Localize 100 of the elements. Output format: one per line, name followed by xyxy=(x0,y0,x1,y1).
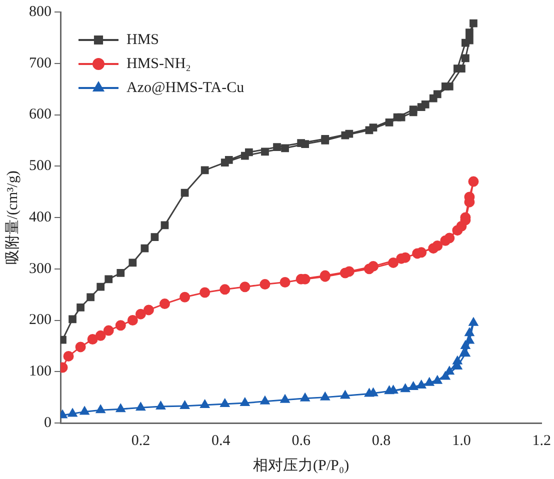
point xyxy=(433,90,442,98)
point xyxy=(150,233,159,241)
point xyxy=(368,261,378,272)
point xyxy=(245,148,253,156)
point xyxy=(280,276,290,288)
y-tick-label: 700 xyxy=(29,55,52,72)
point xyxy=(466,36,474,44)
y-tick-label: 500 xyxy=(29,158,52,174)
point xyxy=(127,315,138,326)
point xyxy=(68,408,78,417)
point xyxy=(458,64,466,72)
point xyxy=(180,400,190,410)
point xyxy=(432,240,443,252)
point xyxy=(224,156,233,164)
x-tick-label: 0.4 xyxy=(212,432,231,449)
point xyxy=(460,348,470,357)
point xyxy=(260,396,270,404)
y-tick-label: 600 xyxy=(29,106,52,123)
point xyxy=(468,176,479,187)
point xyxy=(462,54,470,62)
point xyxy=(297,139,305,147)
point xyxy=(140,244,149,252)
point xyxy=(96,404,106,414)
point xyxy=(104,275,113,284)
point xyxy=(95,330,106,341)
point xyxy=(103,325,114,336)
x-tick-label: 0.2 xyxy=(131,432,150,449)
point xyxy=(220,398,230,407)
point xyxy=(240,398,250,406)
point xyxy=(400,384,410,392)
point xyxy=(80,406,90,415)
point xyxy=(220,284,230,295)
x-axis-title: 相对压力(P/P₀) xyxy=(253,456,350,474)
point xyxy=(96,282,105,291)
point xyxy=(393,113,402,122)
point xyxy=(464,336,474,344)
point xyxy=(87,334,98,345)
point xyxy=(344,266,354,277)
point xyxy=(385,118,394,126)
point xyxy=(424,378,434,386)
point xyxy=(421,100,430,108)
point xyxy=(260,279,270,290)
point xyxy=(432,376,442,384)
point xyxy=(128,258,137,267)
point xyxy=(200,400,210,408)
point xyxy=(388,257,399,268)
x-tick-label: 0.6 xyxy=(292,432,311,449)
y-tick-label: 800 xyxy=(29,4,52,20)
point xyxy=(369,124,378,132)
x-tick-label: 0.8 xyxy=(372,432,391,449)
y-tick-label: 200 xyxy=(29,312,52,328)
point xyxy=(136,402,146,411)
y-tick-label: 400 xyxy=(29,209,52,226)
point xyxy=(63,350,74,362)
point xyxy=(115,320,126,331)
legend-label: HMS-NH₂ xyxy=(126,56,191,72)
point xyxy=(340,390,350,399)
point xyxy=(68,315,76,324)
point xyxy=(116,404,126,412)
x-tick-label: 1.0 xyxy=(452,432,471,449)
point xyxy=(180,292,190,302)
point xyxy=(75,342,86,352)
point xyxy=(261,148,269,156)
legend-label: Azo@HMS-TA-Cu xyxy=(126,80,245,96)
y-tick-label: 0 xyxy=(44,414,52,431)
point xyxy=(116,269,125,277)
y-axis-title: 吸附量/(cm³/g) xyxy=(4,170,21,264)
point xyxy=(440,372,450,380)
point xyxy=(464,328,474,336)
y-tick-label: 300 xyxy=(29,260,52,277)
point xyxy=(76,303,84,312)
point xyxy=(273,143,281,152)
point xyxy=(200,287,210,298)
point xyxy=(180,188,189,197)
point xyxy=(240,282,250,292)
point xyxy=(408,382,418,390)
point xyxy=(409,106,418,114)
point xyxy=(135,308,146,320)
point xyxy=(345,130,354,138)
point xyxy=(444,366,454,375)
point xyxy=(468,318,478,326)
point xyxy=(466,28,474,36)
x-tick-label: 1.2 xyxy=(532,432,551,449)
point xyxy=(444,232,455,244)
point xyxy=(160,221,169,230)
point xyxy=(470,19,478,28)
point xyxy=(200,166,209,174)
point xyxy=(456,220,467,232)
point xyxy=(281,144,289,152)
point xyxy=(416,380,426,388)
point xyxy=(445,82,454,90)
legend-label: HMS xyxy=(126,32,160,48)
point xyxy=(143,304,154,316)
point xyxy=(156,401,166,410)
point xyxy=(300,393,310,402)
y-tick-label: 100 xyxy=(29,364,52,380)
point xyxy=(159,298,170,310)
point xyxy=(280,394,290,403)
point xyxy=(320,392,330,400)
point xyxy=(86,293,95,302)
